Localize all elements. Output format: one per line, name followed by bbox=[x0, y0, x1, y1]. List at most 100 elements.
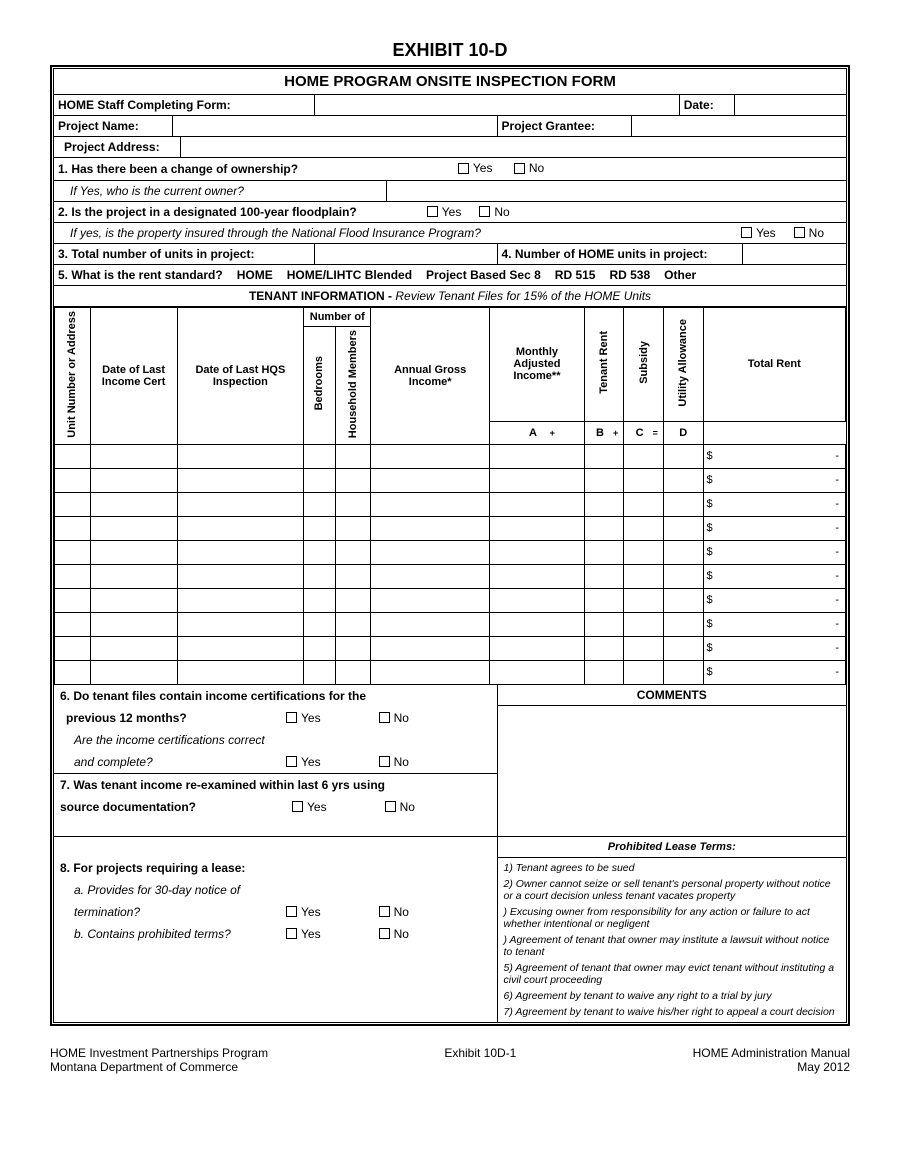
q1-no[interactable]: No bbox=[514, 161, 544, 175]
q6-no[interactable]: No bbox=[379, 711, 409, 725]
table-cell[interactable] bbox=[664, 540, 704, 564]
table-cell[interactable] bbox=[664, 612, 704, 636]
q8b-yes[interactable]: Yes bbox=[286, 927, 321, 941]
table-cell[interactable] bbox=[304, 636, 336, 660]
table-cell[interactable] bbox=[490, 612, 585, 636]
table-cell[interactable] bbox=[624, 564, 664, 588]
table-cell[interactable] bbox=[90, 612, 177, 636]
table-cell[interactable] bbox=[55, 444, 91, 468]
table-cell[interactable] bbox=[490, 516, 585, 540]
table-cell[interactable] bbox=[304, 492, 336, 516]
q6b-yes[interactable]: Yes bbox=[286, 755, 321, 769]
table-cell[interactable] bbox=[304, 660, 336, 684]
table-cell[interactable] bbox=[90, 492, 177, 516]
q5-opt-0[interactable]: HOME bbox=[237, 268, 273, 282]
table-cell[interactable] bbox=[55, 492, 91, 516]
table-cell[interactable] bbox=[371, 564, 490, 588]
table-cell[interactable] bbox=[584, 564, 624, 588]
table-cell[interactable] bbox=[335, 564, 371, 588]
table-cell[interactable] bbox=[584, 492, 624, 516]
table-cell[interactable] bbox=[177, 444, 304, 468]
table-cell[interactable] bbox=[177, 588, 304, 612]
table-cell[interactable] bbox=[335, 444, 371, 468]
table-cell[interactable] bbox=[55, 636, 91, 660]
table-cell[interactable]: $- bbox=[703, 540, 845, 564]
table-cell[interactable] bbox=[304, 588, 336, 612]
table-cell[interactable] bbox=[584, 612, 624, 636]
table-cell[interactable] bbox=[624, 588, 664, 612]
table-cell[interactable]: $- bbox=[703, 492, 845, 516]
table-cell[interactable] bbox=[335, 540, 371, 564]
q1-sub-field[interactable] bbox=[387, 181, 846, 201]
q5-opt-1[interactable]: HOME/LIHTC Blended bbox=[287, 268, 412, 282]
table-cell[interactable] bbox=[371, 492, 490, 516]
table-cell[interactable]: $- bbox=[703, 468, 845, 492]
table-cell[interactable] bbox=[490, 636, 585, 660]
table-cell[interactable] bbox=[90, 588, 177, 612]
table-cell[interactable] bbox=[490, 660, 585, 684]
q2-no[interactable]: No bbox=[479, 205, 509, 219]
table-cell[interactable] bbox=[90, 516, 177, 540]
table-cell[interactable]: $- bbox=[703, 636, 845, 660]
table-cell[interactable] bbox=[55, 588, 91, 612]
table-cell[interactable]: $- bbox=[703, 564, 845, 588]
table-cell[interactable] bbox=[664, 516, 704, 540]
q7-yes[interactable]: Yes bbox=[292, 800, 327, 814]
field-staff[interactable] bbox=[315, 95, 679, 115]
table-cell[interactable]: $- bbox=[703, 660, 845, 684]
table-cell[interactable] bbox=[664, 564, 704, 588]
q8a-yes[interactable]: Yes bbox=[286, 905, 321, 919]
table-cell[interactable] bbox=[304, 540, 336, 564]
table-cell[interactable] bbox=[664, 660, 704, 684]
table-cell[interactable] bbox=[371, 588, 490, 612]
q3-field[interactable] bbox=[315, 244, 497, 264]
table-cell[interactable] bbox=[177, 564, 304, 588]
q5-opt-4[interactable]: RD 538 bbox=[609, 268, 650, 282]
table-cell[interactable] bbox=[371, 540, 490, 564]
table-cell[interactable] bbox=[335, 468, 371, 492]
table-cell[interactable] bbox=[490, 564, 585, 588]
q7-no[interactable]: No bbox=[385, 800, 415, 814]
table-cell[interactable] bbox=[90, 444, 177, 468]
table-cell[interactable] bbox=[584, 636, 624, 660]
field-project-address[interactable] bbox=[181, 137, 846, 157]
table-cell[interactable] bbox=[371, 468, 490, 492]
table-cell[interactable] bbox=[90, 636, 177, 660]
q4-field[interactable] bbox=[743, 244, 846, 264]
q5-opt-5[interactable]: Other bbox=[664, 268, 696, 282]
table-cell[interactable] bbox=[584, 468, 624, 492]
table-cell[interactable] bbox=[304, 468, 336, 492]
q1-yes[interactable]: Yes bbox=[458, 161, 493, 175]
table-cell[interactable] bbox=[624, 660, 664, 684]
table-cell[interactable] bbox=[664, 636, 704, 660]
table-cell[interactable] bbox=[664, 492, 704, 516]
table-cell[interactable] bbox=[584, 444, 624, 468]
table-cell[interactable] bbox=[177, 468, 304, 492]
table-cell[interactable] bbox=[177, 636, 304, 660]
table-cell[interactable] bbox=[624, 444, 664, 468]
table-cell[interactable] bbox=[304, 516, 336, 540]
table-cell[interactable] bbox=[584, 660, 624, 684]
q5-opt-3[interactable]: RD 515 bbox=[555, 268, 596, 282]
table-cell[interactable] bbox=[177, 516, 304, 540]
q8b-no[interactable]: No bbox=[379, 927, 409, 941]
table-cell[interactable] bbox=[90, 540, 177, 564]
q2-sub-no[interactable]: No bbox=[794, 226, 824, 240]
table-cell[interactable] bbox=[55, 660, 91, 684]
q2-yes[interactable]: Yes bbox=[427, 205, 462, 219]
table-cell[interactable] bbox=[624, 636, 664, 660]
table-cell[interactable] bbox=[177, 540, 304, 564]
table-cell[interactable] bbox=[371, 516, 490, 540]
q6b-no[interactable]: No bbox=[379, 755, 409, 769]
comments-field[interactable] bbox=[498, 706, 846, 836]
table-cell[interactable] bbox=[55, 516, 91, 540]
table-cell[interactable] bbox=[335, 660, 371, 684]
table-cell[interactable] bbox=[90, 468, 177, 492]
table-cell[interactable] bbox=[624, 540, 664, 564]
field-project-grantee[interactable] bbox=[632, 116, 846, 136]
table-cell[interactable] bbox=[490, 444, 585, 468]
table-cell[interactable] bbox=[371, 636, 490, 660]
table-cell[interactable] bbox=[177, 660, 304, 684]
table-cell[interactable] bbox=[664, 468, 704, 492]
table-cell[interactable] bbox=[584, 588, 624, 612]
